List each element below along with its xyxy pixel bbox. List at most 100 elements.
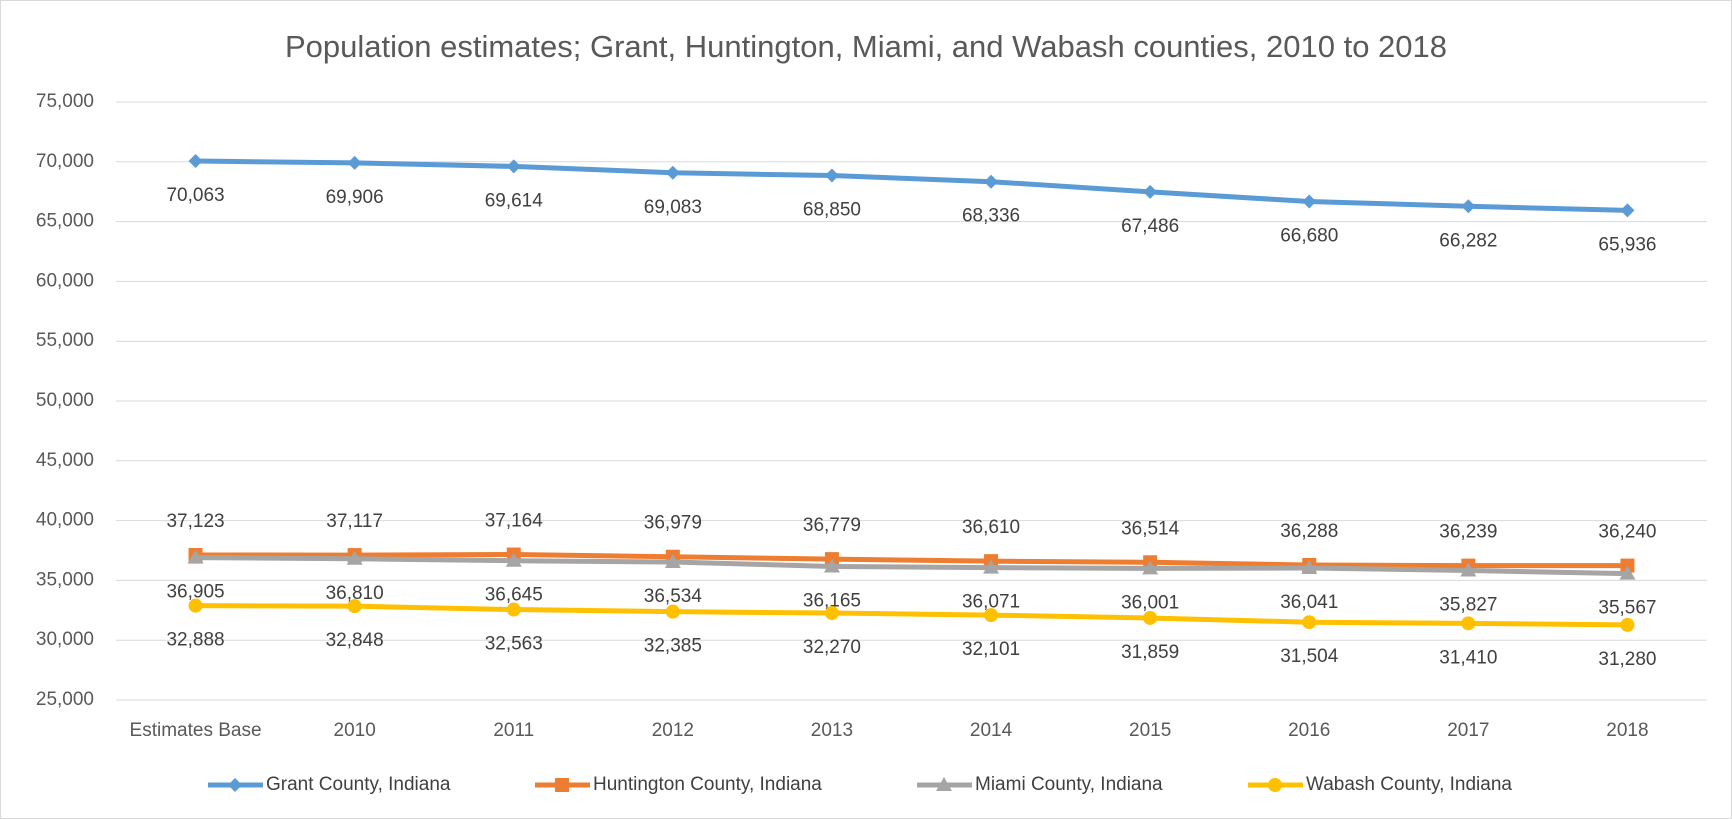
data-point bbox=[984, 174, 999, 189]
x-tick-label: 2013 bbox=[811, 720, 853, 741]
legend-label: Huntington County, Indiana bbox=[593, 774, 822, 795]
y-tick-label: 75,000 bbox=[36, 91, 94, 112]
x-tick-label: 2016 bbox=[1288, 720, 1330, 741]
y-tick-label: 40,000 bbox=[36, 510, 94, 531]
data-label: 36,610 bbox=[962, 517, 1020, 538]
data-point bbox=[1620, 617, 1635, 632]
x-tick-label: 2011 bbox=[493, 720, 534, 741]
y-tick-label: 70,000 bbox=[36, 151, 94, 172]
x-tick-label: 2012 bbox=[652, 720, 694, 741]
data-point bbox=[346, 550, 363, 565]
data-point bbox=[1460, 562, 1477, 577]
x-tick-label: Estimates Base bbox=[130, 720, 262, 741]
data-label: 36,240 bbox=[1598, 522, 1656, 543]
data-label: 36,071 bbox=[962, 592, 1020, 613]
series-line bbox=[193, 158, 1630, 213]
data-label: 32,848 bbox=[326, 630, 384, 651]
data-point bbox=[1619, 565, 1636, 580]
data-label: 36,810 bbox=[326, 583, 384, 604]
data-point bbox=[1461, 199, 1476, 214]
data-label: 32,563 bbox=[485, 634, 543, 655]
data-label: 70,063 bbox=[166, 185, 224, 206]
y-tick-label: 35,000 bbox=[36, 569, 94, 590]
data-label: 36,645 bbox=[485, 585, 543, 606]
data-label: 36,288 bbox=[1280, 521, 1338, 542]
data-point bbox=[824, 606, 839, 621]
chart-title: Population estimates; Grant, Huntington,… bbox=[285, 29, 1447, 64]
data-point bbox=[665, 165, 680, 180]
x-tick-label: 2015 bbox=[1129, 720, 1171, 741]
y-tick-label: 25,000 bbox=[36, 689, 94, 710]
data-point bbox=[1142, 560, 1159, 575]
data-point bbox=[506, 159, 521, 174]
data-point bbox=[347, 599, 362, 614]
data-point bbox=[1302, 194, 1317, 209]
data-point bbox=[1301, 559, 1318, 574]
data-label: 35,827 bbox=[1439, 595, 1497, 616]
data-label: 36,979 bbox=[644, 513, 702, 534]
data-label: 32,888 bbox=[166, 630, 224, 651]
data-label: 37,117 bbox=[326, 511, 383, 532]
data-point bbox=[505, 552, 522, 567]
data-point bbox=[347, 155, 362, 170]
data-label: 36,905 bbox=[166, 582, 224, 603]
data-label: 37,164 bbox=[485, 511, 544, 532]
data-point bbox=[1461, 616, 1476, 631]
data-label: 32,101 bbox=[962, 639, 1020, 660]
data-point bbox=[824, 168, 839, 183]
x-tick-label: 2018 bbox=[1606, 720, 1648, 741]
legend-marker bbox=[555, 778, 569, 792]
data-label: 31,504 bbox=[1280, 646, 1339, 667]
x-tick-label: 2017 bbox=[1447, 720, 1489, 741]
data-point bbox=[188, 154, 203, 169]
legend-label: Wabash County, Indiana bbox=[1306, 774, 1512, 795]
data-label: 36,001 bbox=[1121, 592, 1179, 613]
data-label: 36,239 bbox=[1439, 522, 1497, 543]
data-label: 67,486 bbox=[1121, 216, 1179, 237]
data-label: 66,680 bbox=[1280, 226, 1338, 247]
data-label: 35,567 bbox=[1598, 598, 1656, 619]
data-label: 32,385 bbox=[644, 636, 702, 657]
series-line bbox=[193, 552, 1630, 569]
data-label: 36,165 bbox=[803, 590, 861, 611]
data-point bbox=[664, 554, 681, 569]
data-label: 31,280 bbox=[1598, 649, 1656, 670]
data-label: 31,859 bbox=[1121, 642, 1179, 663]
data-point bbox=[187, 549, 204, 564]
data-label: 36,514 bbox=[1121, 518, 1180, 539]
y-tick-label: 30,000 bbox=[36, 629, 94, 650]
data-point bbox=[188, 598, 203, 613]
data-point bbox=[1620, 203, 1635, 218]
legend-marker bbox=[228, 778, 242, 792]
data-point bbox=[665, 604, 680, 619]
data-label: 32,270 bbox=[803, 637, 861, 658]
y-tick-label: 50,000 bbox=[36, 390, 94, 411]
series-line bbox=[193, 555, 1630, 577]
data-label: 36,779 bbox=[803, 515, 861, 536]
data-label: 68,336 bbox=[962, 206, 1020, 227]
legend-label: Miami County, Indiana bbox=[975, 774, 1163, 795]
legend-marker bbox=[1268, 778, 1282, 792]
series-line bbox=[193, 603, 1630, 628]
y-tick-label: 45,000 bbox=[36, 450, 94, 471]
data-point bbox=[1143, 610, 1158, 625]
data-point bbox=[1302, 615, 1317, 630]
y-tick-label: 55,000 bbox=[36, 330, 94, 351]
x-tick-label: 2014 bbox=[970, 720, 1013, 741]
data-label: 68,850 bbox=[803, 200, 861, 221]
data-label: 65,936 bbox=[1598, 234, 1656, 255]
data-label: 69,083 bbox=[644, 197, 702, 218]
data-point bbox=[506, 602, 521, 617]
y-tick-label: 65,000 bbox=[36, 211, 94, 232]
x-tick-label: 2010 bbox=[334, 720, 376, 741]
data-label: 37,123 bbox=[166, 511, 224, 532]
data-point bbox=[1620, 558, 1635, 573]
y-tick-label: 60,000 bbox=[36, 270, 94, 291]
data-point bbox=[823, 558, 840, 573]
legend-marker bbox=[936, 777, 952, 791]
data-point bbox=[1143, 184, 1158, 199]
data-label: 31,410 bbox=[1439, 647, 1497, 668]
data-label: 36,534 bbox=[644, 586, 703, 607]
